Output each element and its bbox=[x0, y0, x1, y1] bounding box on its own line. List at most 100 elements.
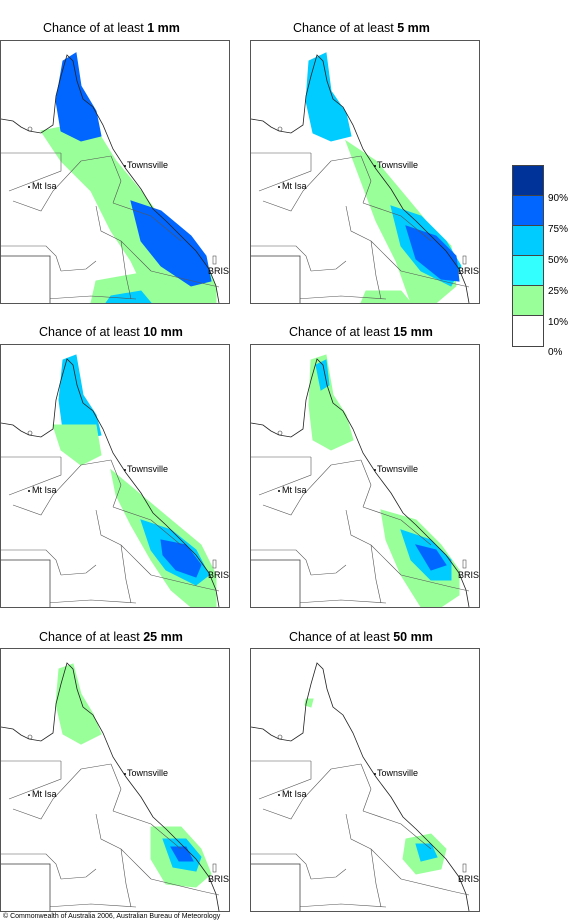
label-townsville: Townsville bbox=[127, 464, 169, 474]
townsville-marker bbox=[124, 469, 126, 471]
district-boundary bbox=[120, 848, 132, 908]
district-boundary bbox=[110, 155, 122, 204]
district-boundary bbox=[150, 878, 220, 896]
townsville-marker bbox=[124, 165, 126, 167]
map-svg bbox=[251, 354, 470, 607]
district-boundary bbox=[95, 205, 122, 242]
legend-label-0: 0% bbox=[548, 347, 563, 358]
district-boundary bbox=[120, 544, 132, 604]
island bbox=[277, 430, 283, 436]
district-boundary bbox=[400, 878, 470, 896]
rainfall-probability-region bbox=[308, 354, 354, 451]
district-boundary bbox=[370, 544, 402, 576]
map-panel-10mm bbox=[0, 344, 230, 608]
label-bris: BRIS bbox=[208, 874, 230, 884]
island bbox=[27, 734, 33, 740]
inset-box bbox=[1, 255, 51, 303]
copyright-notice: © Commonwealth of Australia 2006, Austra… bbox=[3, 913, 221, 920]
rainfall-probability-region bbox=[405, 225, 460, 282]
coastline bbox=[251, 358, 470, 607]
map-svg bbox=[1, 52, 220, 303]
district-boundary bbox=[258, 153, 312, 192]
district-boundary bbox=[110, 459, 122, 508]
district-boundary bbox=[262, 459, 362, 516]
island bbox=[462, 255, 467, 265]
label-mt-isa: Mt Isa bbox=[32, 789, 57, 799]
map-svg bbox=[251, 662, 470, 911]
district-boundary bbox=[112, 506, 182, 546]
map-svg bbox=[251, 52, 470, 303]
mt-isa-marker bbox=[278, 794, 280, 796]
district-boundary bbox=[360, 155, 372, 204]
district-boundary bbox=[295, 903, 387, 908]
legend-swatch-50 bbox=[513, 226, 543, 256]
district-boundary bbox=[251, 549, 312, 576]
rainfall-probability-region bbox=[105, 290, 152, 303]
map-panel-1mm bbox=[0, 40, 230, 304]
label-townsville: Townsville bbox=[377, 160, 419, 170]
district-boundary bbox=[12, 459, 112, 516]
map-svg bbox=[1, 354, 220, 607]
district-boundary bbox=[1, 549, 62, 576]
district-boundary bbox=[150, 574, 220, 592]
label-mt-isa: Mt Isa bbox=[282, 789, 307, 799]
district-boundary bbox=[95, 509, 122, 546]
panel-title-50mm: Chance of at least 50 mm bbox=[289, 630, 433, 644]
panel-title-10mm: Chance of at least 10 mm bbox=[39, 325, 183, 339]
map-svg bbox=[1, 662, 220, 911]
rainfall-probability-region bbox=[130, 200, 212, 287]
map-panel-50mm bbox=[250, 648, 480, 912]
district-boundary bbox=[45, 599, 137, 604]
district-boundary bbox=[310, 260, 347, 272]
district-boundary bbox=[262, 155, 362, 212]
panel-title-5mm: Chance of at least 5 mm bbox=[293, 21, 430, 35]
rainfall-probability-region bbox=[414, 544, 447, 571]
label-mt-isa: Mt Isa bbox=[282, 181, 307, 191]
district-boundary bbox=[400, 574, 470, 592]
district-boundary bbox=[258, 457, 312, 496]
legend-label-90: 90% bbox=[548, 193, 569, 204]
island bbox=[462, 863, 467, 873]
district-boundary bbox=[120, 848, 152, 880]
label-mt-isa: Mt Isa bbox=[282, 485, 307, 495]
legend-label-25: 25% bbox=[548, 286, 569, 297]
district-boundary bbox=[360, 459, 372, 508]
district-boundary bbox=[370, 240, 382, 300]
rainfall-probability-region bbox=[58, 354, 102, 441]
district-boundary bbox=[345, 813, 372, 850]
label-bris: BRIS bbox=[208, 266, 230, 276]
legend-swatch-90 bbox=[513, 166, 543, 196]
label-townsville: Townsville bbox=[377, 464, 419, 474]
inset-box bbox=[1, 559, 51, 607]
panel-title-1mm: Chance of at least 1 mm bbox=[43, 21, 180, 35]
district-boundary bbox=[400, 270, 470, 288]
island bbox=[277, 734, 283, 740]
district-boundary bbox=[8, 153, 62, 192]
island bbox=[212, 559, 217, 569]
district-boundary bbox=[310, 564, 347, 576]
mt-isa-marker bbox=[28, 186, 30, 188]
district-boundary bbox=[60, 260, 97, 272]
district-boundary bbox=[295, 599, 387, 604]
legend-swatch-10 bbox=[513, 286, 543, 316]
district-boundary bbox=[251, 853, 312, 880]
label-mt-isa: Mt Isa bbox=[32, 485, 57, 495]
district-boundary bbox=[295, 295, 387, 300]
legend-label-10: 10% bbox=[548, 317, 569, 328]
island bbox=[27, 126, 33, 132]
district-boundary bbox=[370, 544, 382, 604]
district-boundary bbox=[12, 763, 112, 820]
district-boundary bbox=[60, 868, 97, 880]
label-mt-isa: Mt Isa bbox=[32, 181, 57, 191]
rainfall-probability-region bbox=[305, 52, 352, 142]
coastline bbox=[1, 54, 220, 303]
district-boundary bbox=[310, 868, 347, 880]
inset-box bbox=[251, 863, 301, 911]
district-boundary bbox=[45, 295, 137, 300]
coastline bbox=[251, 662, 470, 911]
district-boundary bbox=[362, 202, 432, 242]
mt-isa-marker bbox=[28, 794, 30, 796]
legend-swatch-0 bbox=[513, 316, 543, 346]
probability-legend bbox=[512, 165, 544, 347]
coastline bbox=[251, 54, 470, 303]
